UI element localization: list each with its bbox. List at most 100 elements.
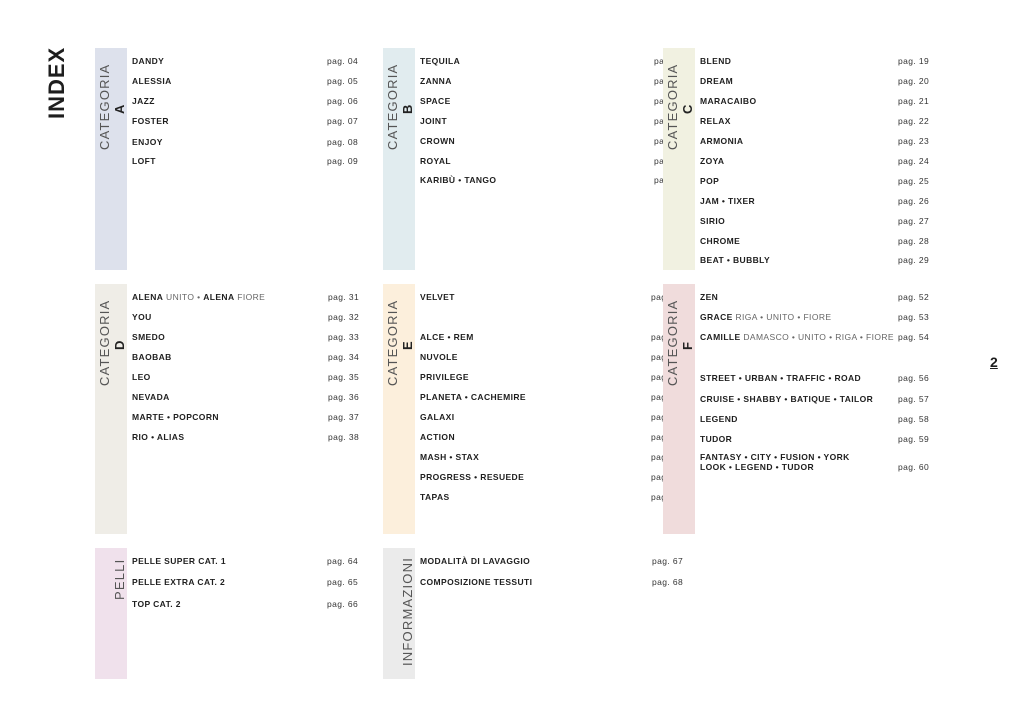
entry-name-bold: CHROME [700, 236, 741, 246]
category-label: E CATEGORIA [383, 290, 415, 395]
index-entry[interactable]: CHROME pag. 28 [700, 236, 943, 248]
index-entry[interactable]: SPACEpag. 13 [420, 96, 699, 108]
entry-page: pag. 52 [898, 292, 930, 302]
index-entry[interactable]: MARACAIBO pag. 21 [700, 96, 943, 108]
index-entry[interactable]: STREET • URBAN • TRAFFIC • ROAD pag. 56 [700, 373, 943, 385]
index-entry[interactable]: FOSTER pag. 07 [132, 116, 372, 128]
entry-page: pag. 68 [652, 577, 684, 587]
index-entry[interactable]: MODALITÀ DI LAVAGGIO pag. 67 [420, 556, 697, 568]
index-entry[interactable]: KARIBÙ • TANGOpag. 17 [420, 175, 699, 187]
index-entry[interactable]: SIRIO pag. 27 [700, 216, 943, 228]
entry-name: NEVADA [132, 392, 170, 402]
entry-name: YOU [132, 312, 152, 322]
index-entry[interactable]: ALENA UNITO • ALENA FIORE pag. 31 [132, 292, 373, 304]
index-entry[interactable]: BAOBAB pag. 34 [132, 352, 373, 364]
index-entry[interactable]: JAZZ pag. 06 [132, 96, 372, 108]
entry-page: pag. 34 [328, 352, 360, 362]
entry-name: SPACE [420, 96, 451, 106]
entry-name-bold: MARTE • POPCORN [132, 412, 219, 422]
index-entry[interactable]: CAMILLE DAMASCO • UNITO • RIGA • FIORE pa… [700, 332, 943, 344]
entry-name: RELAX [700, 116, 731, 126]
index-entry[interactable]: PELLE EXTRA CAT. 2 pag. 65 [132, 577, 372, 589]
index-entry[interactable]: JOINTpag. 14 [420, 116, 699, 128]
category-letter: C [680, 103, 695, 115]
entry-name: PELLE SUPER CAT. 1 [132, 556, 226, 566]
index-entry[interactable]: TOP CAT. 2 pag. 66 [132, 599, 372, 611]
entry-name-bold: NUVOLE [420, 352, 458, 362]
entry-name: JAM • TIXER [700, 196, 755, 206]
index-entry[interactable]: LOFT pag. 09 [132, 156, 372, 168]
index-entry[interactable]: BLEND pag. 19 [700, 56, 943, 68]
entry-name-bold: CROWN [420, 136, 456, 146]
entry-name-bold: DREAM [700, 76, 734, 86]
index-entry[interactable]: MARTE • POPCORN pag. 37 [132, 412, 373, 424]
category-letter: B [400, 103, 415, 115]
entry-name-bold: ZEN [700, 292, 719, 302]
index-entry[interactable]: ARMONIA pag. 23 [700, 136, 943, 148]
entry-name: GRACE RIGA • UNITO • FIORE [700, 312, 831, 322]
index-entry[interactable]: JAM • TIXER pag. 26 [700, 196, 943, 208]
entry-name-bold: LOFT [132, 156, 156, 166]
index-entry[interactable]: LEGEND pag. 58 [700, 414, 943, 426]
index-entry[interactable]: RELAX pag. 22 [700, 116, 943, 128]
index-entry[interactable]: ZEN pag. 52 [700, 292, 943, 304]
entry-name-bold: BAOBAB [132, 352, 172, 362]
index-entry[interactable]: BEAT • BUBBLY pag. 29 [700, 255, 943, 267]
index-entry[interactable]: LEO pag. 35 [132, 372, 373, 384]
entry-page: pag. 65 [327, 577, 359, 587]
entry-name: JOINT [420, 116, 447, 126]
index-entry[interactable]: FANTASY • CITY • FUSION • YORK [700, 452, 943, 464]
index-entry[interactable]: ALESSIA pag. 05 [132, 76, 372, 88]
index-entry[interactable]: DANDY pag. 04 [132, 56, 372, 68]
entry-name-bold: JAZZ [132, 96, 155, 106]
index-entry[interactable]: CROWNpag.15 [420, 136, 699, 148]
entry-name-bold: MODALITÀ DI LAVAGGIO [420, 556, 531, 566]
entry-name: ALESSIA [132, 76, 172, 86]
index-entry[interactable]: POP pag. 25 [700, 176, 943, 188]
section-categoria-b: BCATEGORIATEQUILApag. 11ZANNApag. 12SPAC… [383, 48, 697, 270]
entry-name-bold: PLANETA • CACHEMIRE [420, 392, 526, 402]
index-entry[interactable]: GRACE RIGA • UNITO • FIORE pag. 53 [700, 312, 943, 324]
index-entry[interactable]: RIO • ALIAS pag. 38 [132, 432, 373, 444]
entry-page: pag. 26 [898, 196, 930, 206]
category-letter: D [112, 339, 127, 351]
index-title: INDEX [44, 46, 69, 120]
index-entry[interactable]: ROYALpag. 16 [420, 156, 699, 168]
entry-name-bold: ENJOY [132, 137, 163, 147]
entry-name: DREAM [700, 76, 733, 86]
entry-name-bold: POP [700, 176, 720, 186]
index-entry[interactable]: COMPOSIZIONE TESSUTI pag. 68 [420, 577, 697, 589]
entry-name: MASH • STAX [420, 452, 479, 462]
index-entry[interactable]: DREAM pag. 20 [700, 76, 943, 88]
index-entry[interactable]: TEQUILApag. 11 [420, 56, 699, 68]
entry-page: pag. 09 [327, 156, 359, 166]
index-entry[interactable]: ENJOY pag. 08 [132, 137, 372, 149]
entry-name: POP [700, 176, 719, 186]
entry-name-bold: PROGRESS • RESUEDE [420, 472, 525, 482]
entry-page: pag. 54 [898, 332, 930, 342]
index-entry[interactable]: PELLE SUPER CAT. 1 pag. 64 [132, 556, 372, 568]
index-entry[interactable]: ZANNApag. 12 [420, 76, 699, 88]
category-color-bar [95, 548, 127, 679]
entry-name-bold: LEO [132, 372, 151, 382]
index-entry[interactable]: LOOK • LEGEND • TUDOR pag. 60 [700, 462, 943, 474]
index-entry[interactable]: CRUISE • SHABBY • BATIQUE • TAILOR pag. 5… [700, 394, 943, 406]
index-entry[interactable]: TUDOR pag. 59 [700, 434, 943, 446]
index-entry[interactable]: YOU pag. 32 [132, 312, 373, 324]
index-entry[interactable]: NEVADA pag. 36 [132, 392, 373, 404]
index-entry[interactable]: ZOYA pag. 24 [700, 156, 943, 168]
index-entry[interactable]: SMEDO pag. 33 [132, 332, 373, 344]
page-number: 2 [990, 354, 998, 370]
entry-page: pag. 60 [898, 462, 930, 472]
entry-page: pag. 04 [327, 56, 359, 66]
